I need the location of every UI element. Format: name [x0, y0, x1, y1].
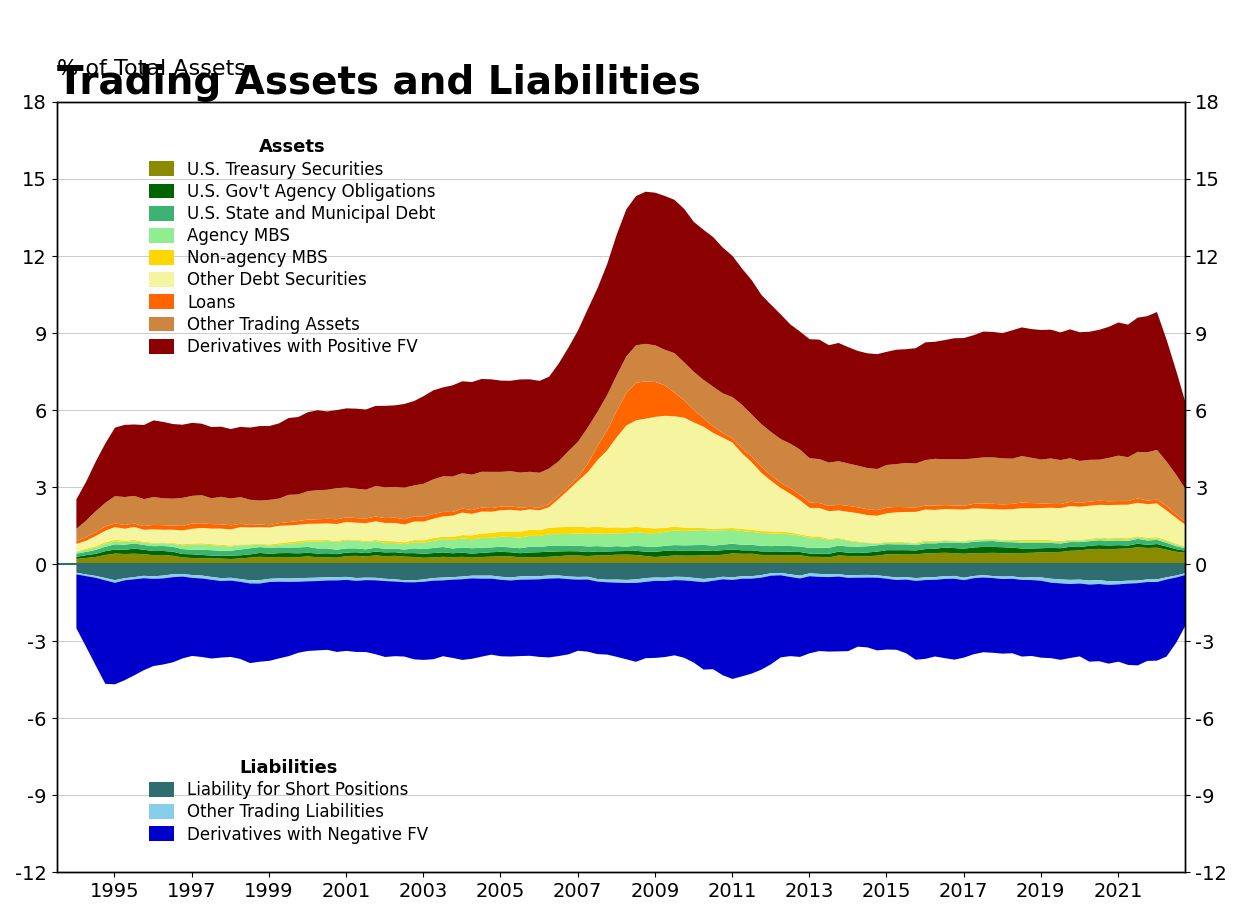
Text: % of Total Assets: % of Total Assets — [57, 59, 246, 79]
Text: Trading Assets and Liabilities: Trading Assets and Liabilities — [57, 64, 700, 102]
Legend: Liability for Short Positions, Other Trading Liabilities, Derivatives with Negat: Liability for Short Positions, Other Tra… — [144, 754, 433, 848]
